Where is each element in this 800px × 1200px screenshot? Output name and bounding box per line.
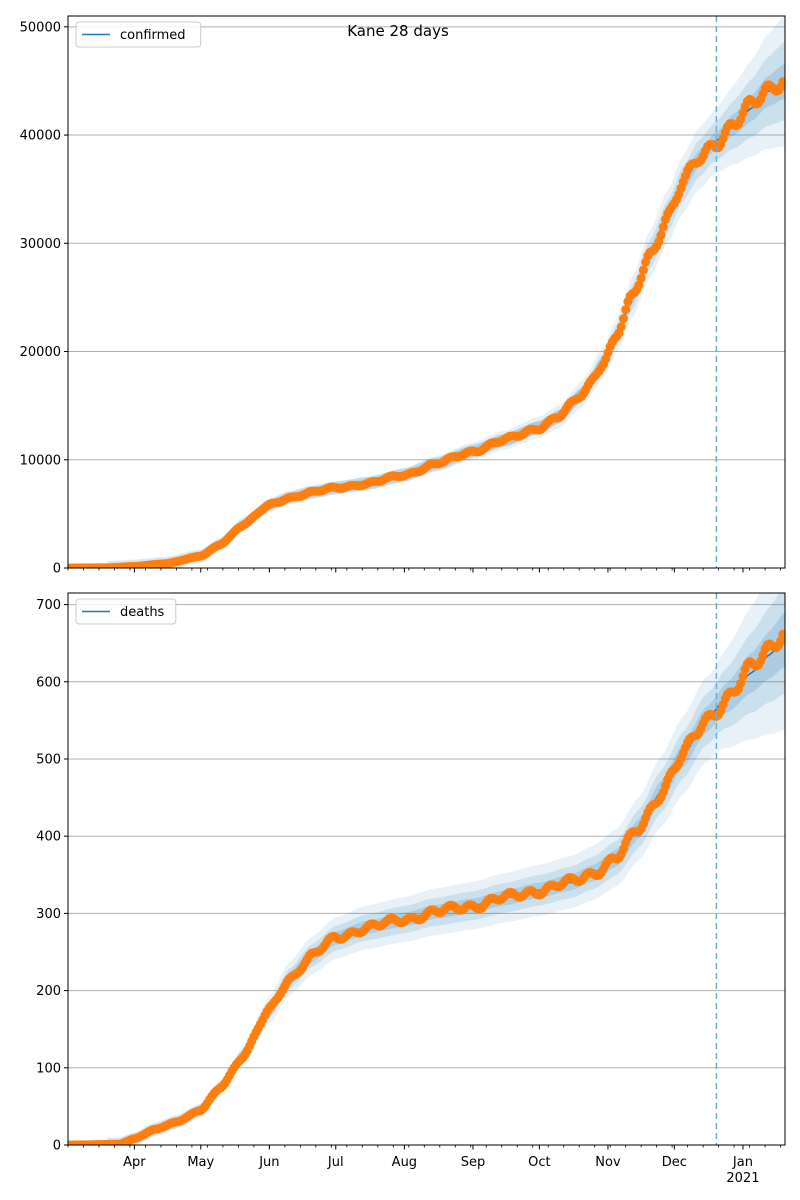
x-tick-label: May [187,1155,214,1170]
figure-title: Kane 28 days [347,22,449,40]
uncertainty-band [68,16,785,568]
legend-label: deaths [120,605,165,620]
y-tick-label: 700 [36,598,61,613]
y-tick-label: 50000 [20,20,61,35]
x-tick-sublabel: 2021 [726,1171,759,1186]
observed-point [778,629,785,639]
plot-area [68,593,785,1145]
confirmed-panel: 0 10000 20000 30000 40000 50000 confirmed [20,15,786,577]
y-tick-label: 200 [36,984,61,999]
x-tick-label: Oct [528,1155,550,1170]
uncertainty-band [68,41,785,568]
y-tick-label: 20000 [20,345,61,360]
y-tick-label: 100 [36,1061,61,1076]
uncertainty-band [68,593,785,1145]
y-tick-label: 0 [53,1139,61,1154]
observed-point [621,305,631,315]
x-tick-label: Jan [732,1155,753,1170]
x-tick-label: Jun [258,1155,279,1170]
observed-point [634,280,644,290]
observed-point [638,265,648,275]
y-tick-label: 40000 [20,129,61,144]
observed-point [654,237,664,247]
observed-point [619,314,628,324]
observed-point [656,230,666,240]
observed-point [636,273,646,283]
legend-box [75,21,202,48]
y-tick-label: 500 [36,752,61,767]
observed-point [616,322,626,332]
observed-point [738,671,748,681]
observed-point [736,678,746,688]
y-tick-label: 600 [36,675,61,690]
x-tick-label: Sep [461,1155,486,1170]
legend-box [75,598,177,625]
legend-label: confirmed [120,28,186,43]
axes-frame [67,592,786,1146]
observed-point [776,636,785,646]
x-tick-label: Dec [662,1155,687,1170]
deaths-panel: 0 100 200 300 400 500 600 700 Apr May Jun Jul Aug Sep… [36,592,786,1186]
uncertainty-band [68,63,785,568]
y-tick-label: 30000 [20,237,61,252]
model-line [68,80,785,568]
x-tick-label: Jul [327,1155,344,1170]
x-tick-label: Aug [392,1155,417,1170]
y-tick-label: 400 [36,830,61,845]
legend: confirmed [75,21,202,48]
observed-point [778,77,785,87]
x-tick-label: Nov [595,1155,621,1170]
uncertainty-band [68,612,785,1145]
y-tick-label: 10000 [20,453,61,468]
legend: deaths [75,598,177,625]
plot-area [68,16,785,568]
y-tick-label: 300 [36,907,61,922]
observed-point [658,222,668,232]
uncertainty-band [68,593,785,1145]
axes-frame [67,15,786,569]
y-tick-label: 0 [53,562,61,577]
x-tick-label: Apr [123,1155,146,1170]
